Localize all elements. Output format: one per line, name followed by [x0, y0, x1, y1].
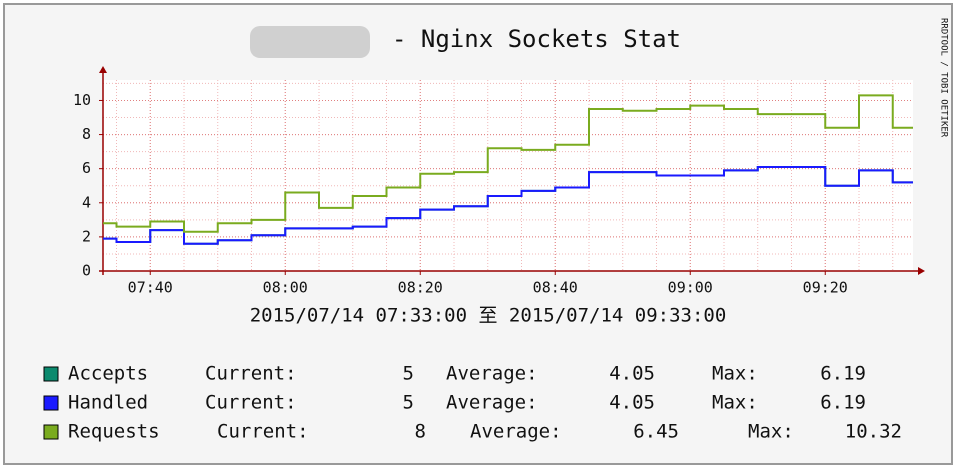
legend-max-label: Max: — [712, 392, 758, 414]
legend-average: 4.05 — [609, 392, 655, 414]
blurred-host — [250, 26, 370, 58]
y-tick-label: 10 — [73, 91, 91, 109]
y-axis-arrow — [99, 66, 107, 73]
x-axis-arrow — [918, 267, 925, 275]
x-tick-label: 08:20 — [398, 279, 443, 297]
legend-average-label: Average: — [446, 363, 538, 385]
series-line — [103, 94, 913, 233]
legend-name: Accepts — [68, 363, 148, 385]
legend-max: 6.19 — [820, 363, 866, 385]
x-tick-label: 08:40 — [533, 279, 578, 297]
x-tick-label: 09:00 — [668, 279, 713, 297]
legend-average: 4.05 — [609, 363, 655, 385]
y-tick-label: 8 — [82, 125, 91, 143]
chart-title: - Nginx Sockets Stat — [392, 25, 681, 53]
x-tick-label: 08:00 — [263, 279, 308, 297]
legend-average: 6.45 — [633, 421, 679, 443]
legend-current-label: Current: — [205, 363, 297, 385]
legend-name: Handled — [68, 392, 148, 414]
legend-average-label: Average: — [446, 392, 538, 414]
legend-max: 10.32 — [845, 421, 902, 443]
legend-name: Requests — [68, 421, 160, 443]
legend-swatch — [43, 395, 59, 411]
legend-max: 6.19 — [820, 392, 866, 414]
legend-current: 5 — [403, 392, 414, 414]
y-tick-label: 0 — [82, 262, 91, 280]
legend-max-label: Max: — [748, 421, 794, 443]
y-tick-label: 2 — [82, 227, 91, 245]
side-label: RRDTOOL / TOBI OETIKER — [939, 18, 949, 138]
y-tick-label: 4 — [82, 193, 91, 211]
plot-area — [103, 80, 913, 271]
legend-swatch — [43, 366, 59, 382]
legend-swatch — [43, 424, 59, 440]
legend-current: 5 — [403, 363, 414, 385]
legend-average-label: Average: — [470, 421, 562, 443]
legend-current-label: Current: — [205, 392, 297, 414]
y-tick-label: 6 — [82, 159, 91, 177]
legend-current: 8 — [415, 421, 426, 443]
series-line — [103, 165, 913, 245]
legend-max-label: Max: — [712, 363, 758, 385]
x-tick-label: 09:20 — [803, 279, 848, 297]
x-axis-label: 2015/07/14 07:33:00 至 2015/07/14 09:33:0… — [250, 305, 727, 327]
x-tick-label: 07:40 — [128, 279, 173, 297]
legend-current-label: Current: — [217, 421, 309, 443]
